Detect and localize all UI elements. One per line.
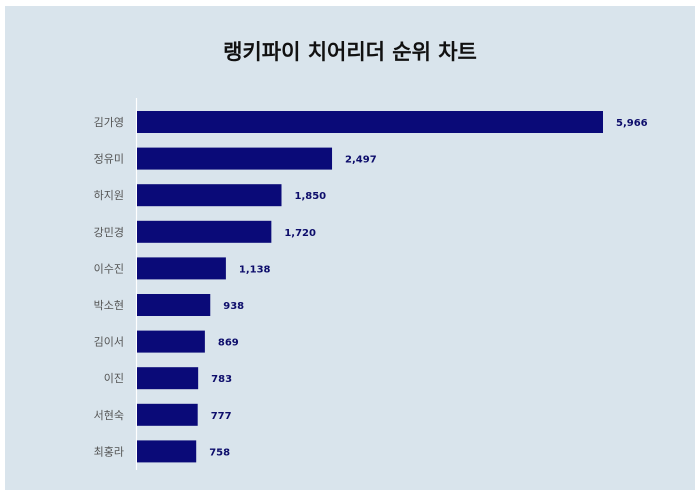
category-label: 김이서 [94,336,124,349]
value-label: 1,138 [239,264,271,275]
category-label: 정유미 [94,153,124,166]
category-label: 최홍라 [94,444,124,458]
category-label: 김가영 [94,116,124,129]
category-label: 이수진 [94,262,124,275]
bar-2 [137,147,333,170]
value-label: 758 [209,447,230,458]
category-label: 강민경 [94,226,124,239]
category-label: 이진 [104,372,124,385]
bar-6 [137,294,211,316]
value-label: 783 [211,374,232,385]
value-label: 5,966 [616,118,648,129]
value-label: 1,850 [295,191,327,202]
bar-8 [137,367,199,390]
bar-4 [137,220,272,243]
bar-7 [137,330,205,353]
chart-title: 랭키파이 치어리더 순위 차트 [223,40,477,64]
value-label: 2,497 [345,155,377,166]
value-label: 1,720 [284,228,316,239]
bar-5 [137,257,226,280]
bar-1 [137,111,603,133]
category-label: 하지원 [94,188,124,202]
bar-10 [137,440,197,463]
value-label: 938 [223,301,244,312]
bar-9 [137,403,198,426]
value-label: 869 [218,338,239,349]
category-label: 박소현 [94,299,124,312]
category-label: 서현숙 [94,409,124,422]
chart-panel: 랭키파이 치어리더 순위 차트 [5,6,695,490]
bar-3 [137,184,282,207]
value-label: 777 [211,411,232,422]
bars-group: 김가영 5,966 정유미 2,497 하지원 1,850 강민경 1,720 이수진 1,138… [94,111,648,463]
